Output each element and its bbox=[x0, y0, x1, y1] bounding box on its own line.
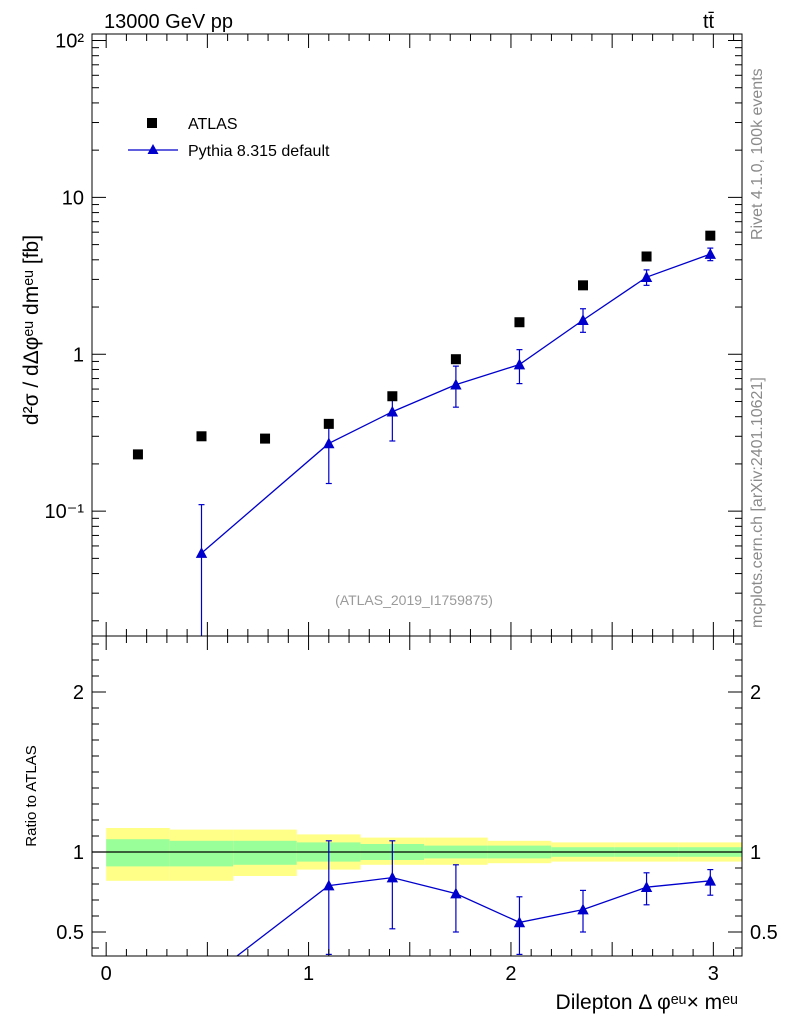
main-atlas-point bbox=[450, 354, 461, 365]
ratio-y-tick-label-left: 0.5 bbox=[56, 922, 84, 944]
ratio-y-tick-label-left: 2 bbox=[73, 682, 84, 704]
ratio-pythia-point bbox=[386, 871, 399, 883]
ratio-pythia-point bbox=[640, 881, 653, 892]
ratio-band-inner bbox=[106, 839, 170, 867]
main-y-tick-label: 1 bbox=[73, 344, 84, 366]
ratio-y-axis-title: Ratio to ATLAS bbox=[23, 745, 40, 846]
legend-label-pythia: Pythia 8.315 default bbox=[188, 143, 330, 160]
main-atlas-point bbox=[641, 251, 652, 262]
mcplots-label: mcplots.cern.ch [arXiv:2401.10621] bbox=[749, 377, 766, 628]
legend-marker-pythia bbox=[147, 144, 159, 154]
main-pythia-point bbox=[577, 314, 589, 325]
main-pythia-point bbox=[450, 378, 462, 390]
legend: ATLAS Pythia 8.315 default bbox=[128, 116, 330, 160]
ratio-pythia-line bbox=[235, 876, 711, 956]
main-pythia-point bbox=[513, 358, 526, 370]
rivet-label: Rivet 4.1.0, 100k events bbox=[749, 68, 766, 240]
x-tick-label: 2 bbox=[505, 963, 516, 985]
ratio-pythia-point bbox=[577, 903, 589, 915]
ratio-pythia-point bbox=[450, 887, 462, 899]
main-pythia-line bbox=[201, 253, 711, 554]
ratio-band-inner bbox=[169, 840, 234, 867]
main-atlas-point bbox=[705, 230, 716, 241]
main-atlas-point bbox=[260, 433, 271, 444]
main-atlas-point bbox=[132, 449, 143, 460]
main-y-tick-label: 10 bbox=[62, 187, 84, 209]
ratio-panel: 0.5 0.5 1 1 2 2 0 1 2 3 Ratio to ATLAS Dilepton Δ… bbox=[23, 635, 778, 1014]
ratio-y-tick-label-left: 1 bbox=[73, 842, 84, 864]
x-tick-label: 1 bbox=[303, 963, 314, 985]
main-atlas-point bbox=[196, 431, 207, 442]
main-atlas-point bbox=[387, 391, 398, 402]
x-tick-label: 0 bbox=[101, 963, 112, 985]
ratio-y-tick-label-right: 0.5 bbox=[750, 922, 778, 944]
legend-label-atlas: ATLAS bbox=[188, 116, 238, 133]
ratio-pythia-point bbox=[704, 874, 717, 886]
main-pythia-point bbox=[195, 547, 208, 558]
x-axis-title: Dilepton Δ φᵉᵘ× mᵉᵘ bbox=[556, 991, 738, 1014]
main-atlas-point bbox=[323, 418, 334, 429]
main-pythia-point bbox=[704, 248, 717, 259]
main-pythia-point bbox=[386, 405, 399, 417]
ratio-frame bbox=[91, 635, 743, 957]
ratio-y-tick-label-right: 1 bbox=[750, 842, 761, 864]
main-atlas-point bbox=[514, 317, 525, 328]
ratio-band-inner bbox=[233, 840, 297, 865]
main-atlas-point bbox=[578, 280, 589, 291]
energy-label: 13000 GeV pp bbox=[104, 11, 233, 33]
main-watermark: (ATLAS_2019_I1759875) bbox=[335, 592, 493, 608]
main-pythia-point bbox=[323, 437, 335, 449]
ratio-pythia-point bbox=[323, 879, 335, 891]
main-y-axis-title: d²σ / dΔφᵉᵘ dmᵉᵘ [fb] bbox=[20, 235, 43, 425]
main-pythia-point bbox=[640, 271, 653, 282]
main-y-tick-label: 10² bbox=[55, 30, 84, 52]
x-tick-label: 3 bbox=[708, 963, 719, 985]
ratio-y-tick-label-right: 2 bbox=[750, 682, 761, 704]
process-label: tt̄ bbox=[703, 11, 715, 33]
main-panel: 10⁻¹ 1 10 10² (ATLAS_2019_I1759875) d²σ / d… bbox=[20, 30, 743, 637]
ratio-pythia-point bbox=[513, 916, 526, 928]
legend-marker-atlas bbox=[147, 118, 157, 128]
main-y-tick-label: 10⁻¹ bbox=[45, 501, 85, 523]
